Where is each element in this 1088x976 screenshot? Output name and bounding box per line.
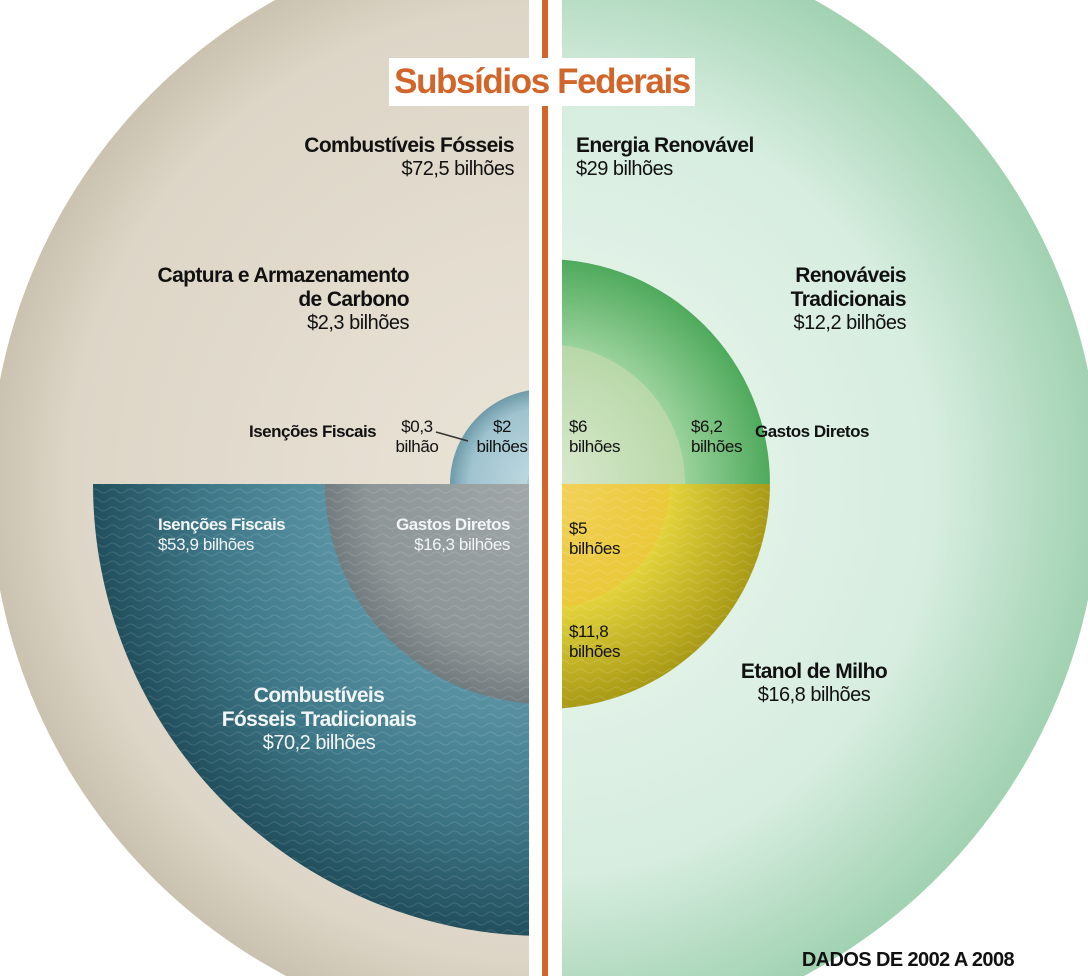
ccs-direct-value: $2 bilhões: [476, 417, 528, 456]
ccs-tax-label: Isenções Fiscais: [249, 422, 377, 441]
renewables-direct-label: Gastos Diretos: [755, 422, 869, 441]
ccs-tax-value: $0,3 bilhão: [395, 417, 439, 456]
fossil-total-label: Combustíveis Fósseis $72,5 bilhões: [304, 134, 514, 181]
renewables-tax-value: $6 bilhões: [569, 417, 621, 456]
ethanol-tax-value: $5 bilhões: [569, 519, 621, 558]
data-range-note: DADOS DE 2002 A 2008: [801, 949, 1015, 971]
ethanol-direct-value: $11,8 bilhões: [569, 622, 621, 661]
renewables-direct-value: $6,2 bilhões: [691, 417, 743, 456]
fossil-direct-label: Gastos Diretos $16,3 bilhões: [396, 515, 510, 554]
renewable-total-label: Energia Renovável $29 bilhões: [576, 134, 754, 181]
chart-title: Subsídios Federais: [389, 58, 695, 106]
ethanol-label: Etanol de Milho $16,8 bilhões: [740, 660, 888, 707]
renewables-traditional-label: Renováveis Tradicionais $12,2 bilhões: [790, 264, 907, 335]
fossil-traditional-label: Combustíveis Fósseis Tradicionais $70,2 …: [221, 684, 417, 755]
center-divider: [542, 0, 548, 976]
fossil-tax-label: Isenções Fiscais $53,9 bilhões: [158, 515, 286, 554]
ccs-label: Captura e Armazenamento de Carbono $2,3 …: [157, 264, 410, 335]
